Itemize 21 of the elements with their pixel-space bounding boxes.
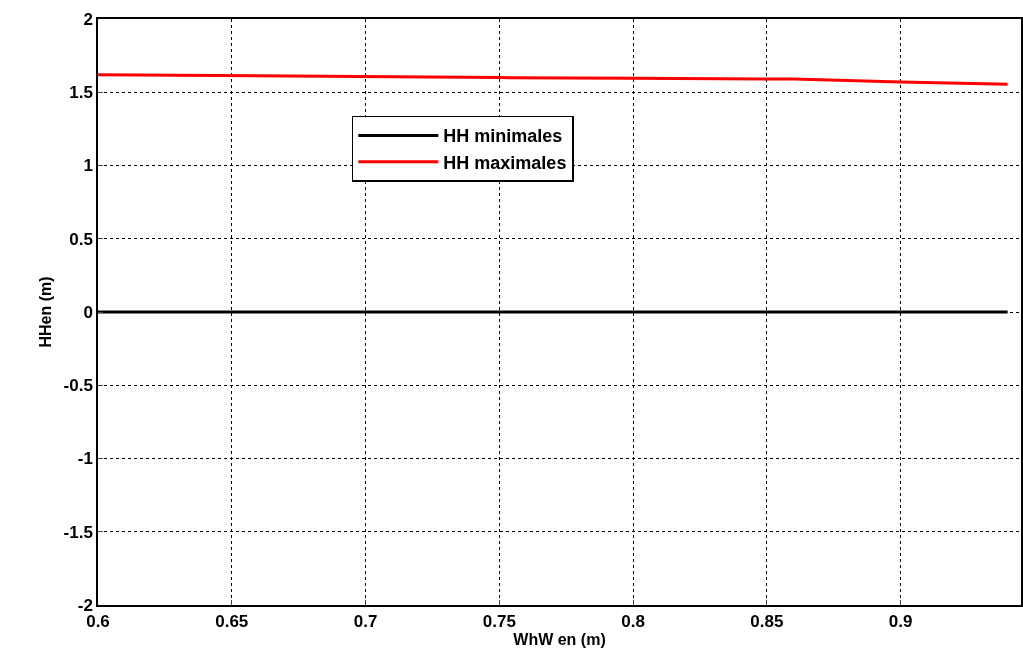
y-tick-label: 2 (83, 9, 93, 29)
y-tick-label: -2 (77, 595, 93, 615)
y-tick-label: 0 (83, 302, 93, 322)
x-tick-label: 0.75 (482, 612, 516, 632)
y-tick-label: -1 (77, 449, 93, 469)
y-tick-label: 0.5 (69, 229, 93, 249)
y-tick-label: 1 (83, 156, 93, 176)
x-tick-label: 0.6 (86, 612, 110, 632)
legend-label: HH maximales (443, 152, 567, 173)
x-tick-label: 0.65 (215, 612, 249, 632)
y-tick-label: 1.5 (69, 83, 93, 103)
line-series (98, 73, 1010, 86)
x-tick-label: 0.85 (750, 612, 784, 632)
y-tick-label: -1.5 (63, 522, 93, 542)
y-axis-title: HHen (m) (36, 276, 54, 348)
x-tick-label: 0.8 (621, 612, 645, 632)
legend-label: HH minimales (443, 126, 563, 147)
x-axis-title: WhW en (m) (513, 631, 606, 649)
x-tick-label: 0.9 (888, 612, 913, 632)
x-tick-label: 0.7 (353, 612, 378, 632)
y-tick-label: -0.5 (63, 376, 93, 396)
